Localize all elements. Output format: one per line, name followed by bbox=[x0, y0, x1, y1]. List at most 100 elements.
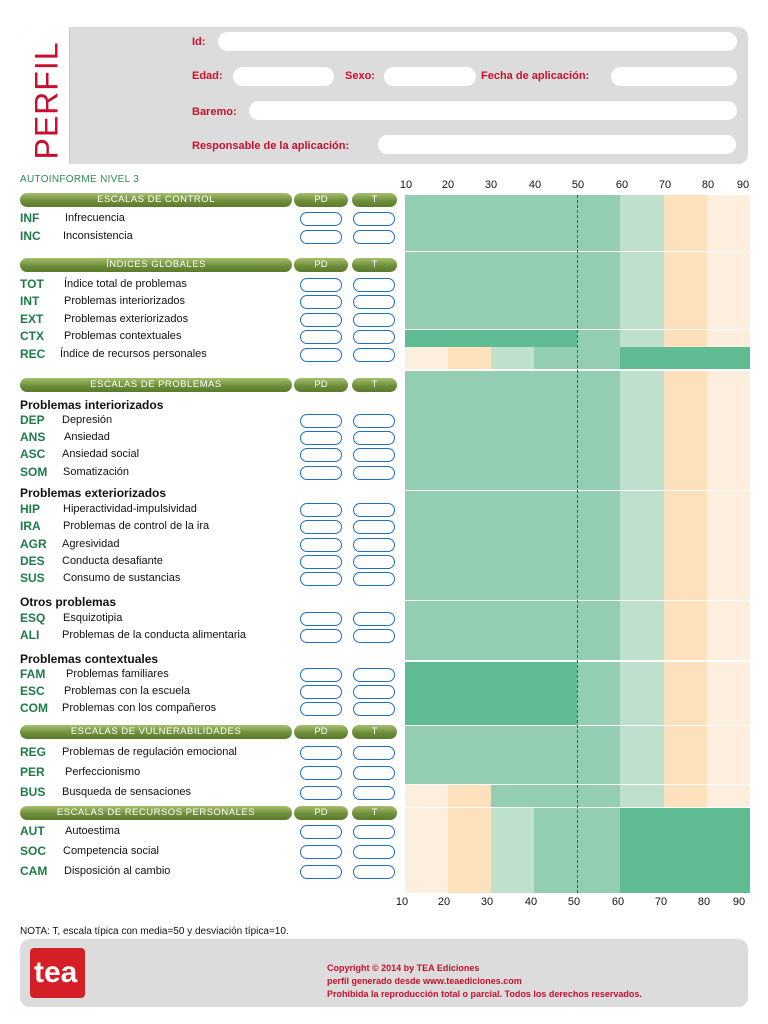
scale-name: Índice total de problemas bbox=[64, 278, 187, 290]
t-input[interactable] bbox=[353, 431, 395, 445]
chart-band bbox=[405, 252, 448, 329]
t-input[interactable] bbox=[353, 825, 395, 839]
chart-band bbox=[620, 808, 664, 893]
scale-code: HIP bbox=[20, 502, 41, 516]
pd-header: PD bbox=[294, 193, 348, 207]
pd-input[interactable] bbox=[300, 668, 342, 682]
t-input[interactable] bbox=[353, 786, 395, 800]
chart-band bbox=[491, 347, 534, 370]
t-input[interactable] bbox=[353, 612, 395, 626]
t-input[interactable] bbox=[353, 414, 395, 428]
t-input[interactable] bbox=[353, 212, 395, 226]
t-input[interactable] bbox=[353, 313, 395, 327]
t-input[interactable] bbox=[353, 845, 395, 859]
subgroup-heading: Problemas interiorizados bbox=[20, 398, 164, 412]
t-input[interactable] bbox=[353, 520, 395, 534]
t-input[interactable] bbox=[353, 503, 395, 517]
chart-band bbox=[405, 371, 448, 661]
pd-input[interactable] bbox=[300, 503, 342, 517]
t-input[interactable] bbox=[353, 330, 395, 344]
website-line: perfil generado desde www.teaediciones.c… bbox=[327, 976, 522, 986]
pd-input[interactable] bbox=[300, 431, 342, 445]
pd-input[interactable] bbox=[300, 766, 342, 780]
pd-input[interactable] bbox=[300, 786, 342, 800]
chart-band bbox=[405, 195, 448, 251]
chart-band bbox=[707, 252, 750, 329]
chart-band bbox=[664, 785, 707, 807]
t-input[interactable] bbox=[353, 466, 395, 480]
t-input[interactable] bbox=[353, 295, 395, 309]
id-field[interactable] bbox=[218, 32, 737, 51]
t-input[interactable] bbox=[353, 230, 395, 244]
pd-input[interactable] bbox=[300, 414, 342, 428]
t-input[interactable] bbox=[353, 668, 395, 682]
scale-code: DEP bbox=[20, 413, 45, 427]
t-input[interactable] bbox=[353, 702, 395, 716]
section-bar-recursos: ESCALAS DE RECURSOS PERSONALES bbox=[20, 806, 292, 820]
pd-input[interactable] bbox=[300, 448, 342, 462]
pd-input[interactable] bbox=[300, 572, 342, 586]
t-input[interactable] bbox=[353, 766, 395, 780]
baremo-field[interactable] bbox=[249, 101, 737, 120]
perfil-title: PERFIL bbox=[28, 40, 65, 160]
chart-band bbox=[534, 785, 577, 807]
fecha-field[interactable] bbox=[611, 67, 737, 86]
pd-input[interactable] bbox=[300, 348, 342, 362]
axis-tick-label: 40 bbox=[524, 896, 538, 908]
pd-input[interactable] bbox=[300, 538, 342, 552]
scale-code: FAM bbox=[20, 667, 46, 681]
pd-input[interactable] bbox=[300, 746, 342, 760]
pd-input[interactable] bbox=[300, 520, 342, 534]
t-input[interactable] bbox=[353, 278, 395, 292]
t-input[interactable] bbox=[353, 629, 395, 643]
t-input[interactable] bbox=[353, 685, 395, 699]
t-input[interactable] bbox=[353, 865, 395, 879]
sexo-field[interactable] bbox=[384, 67, 476, 86]
chart-band bbox=[577, 371, 620, 661]
chart-band bbox=[577, 662, 620, 725]
edad-field[interactable] bbox=[233, 67, 334, 86]
scale-name: Hiperactividad-impulsividad bbox=[63, 503, 197, 515]
pd-input[interactable] bbox=[300, 555, 342, 569]
pd-input[interactable] bbox=[300, 278, 342, 292]
t-input[interactable] bbox=[353, 448, 395, 462]
pd-input[interactable] bbox=[300, 330, 342, 344]
t-input[interactable] bbox=[353, 746, 395, 760]
copyright-line: Copyright © 2014 by TEA Ediciones bbox=[327, 963, 480, 973]
scale-code: ESC bbox=[20, 684, 45, 698]
pd-input[interactable] bbox=[300, 212, 342, 226]
pd-input[interactable] bbox=[300, 629, 342, 643]
t-input[interactable] bbox=[353, 538, 395, 552]
chart-band bbox=[577, 785, 620, 807]
pd-input[interactable] bbox=[300, 295, 342, 309]
chart-band bbox=[448, 195, 491, 251]
axis-tick-label: 70 bbox=[654, 896, 668, 908]
pd-input[interactable] bbox=[300, 825, 342, 839]
chart-band bbox=[534, 662, 577, 725]
chart-band bbox=[534, 726, 577, 784]
pd-input[interactable] bbox=[300, 612, 342, 626]
chart-band bbox=[405, 726, 448, 784]
pd-input[interactable] bbox=[300, 702, 342, 716]
section-bar-indices: ÍNDICES GLOBALES bbox=[20, 258, 292, 272]
footer-panel bbox=[20, 939, 748, 1007]
scale-code: ESQ bbox=[20, 611, 46, 625]
chart-band bbox=[405, 808, 448, 893]
chart-band bbox=[534, 808, 577, 893]
chart-band bbox=[707, 195, 750, 251]
t-input[interactable] bbox=[353, 572, 395, 586]
t-input[interactable] bbox=[353, 555, 395, 569]
chart-band bbox=[707, 726, 750, 784]
pd-input[interactable] bbox=[300, 313, 342, 327]
pd-input[interactable] bbox=[300, 685, 342, 699]
scale-name: Consumo de sustancias bbox=[63, 572, 181, 584]
chart-band bbox=[620, 726, 664, 784]
t-input[interactable] bbox=[353, 348, 395, 362]
pd-input[interactable] bbox=[300, 845, 342, 859]
baremo-label: Baremo: bbox=[192, 106, 237, 118]
responsable-field[interactable] bbox=[378, 135, 736, 154]
pd-input[interactable] bbox=[300, 466, 342, 480]
chart-band bbox=[620, 785, 664, 807]
pd-input[interactable] bbox=[300, 865, 342, 879]
pd-input[interactable] bbox=[300, 230, 342, 244]
